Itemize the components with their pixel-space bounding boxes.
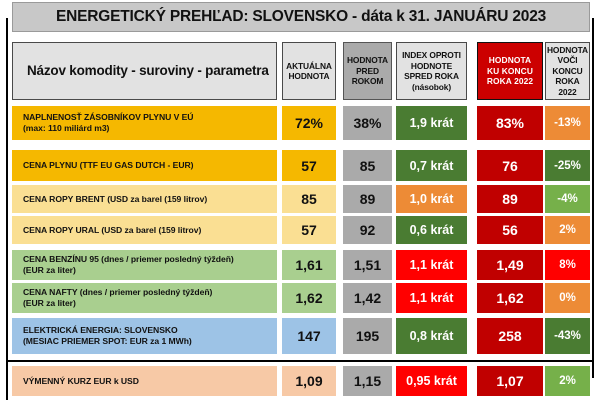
column-header-index-line2: HODNOTE	[410, 60, 453, 71]
page-title-text: ENERGETICKÝ PREHĽAD: SLOVENSKO - dáta k …	[55, 8, 547, 25]
cell-vs-end2022-value: -4%	[545, 185, 590, 213]
cell-vs-end2022-value: 2%	[545, 216, 590, 244]
column-header-name-text: Názov komodity - suroviny - parametra	[27, 63, 269, 78]
cell-end2022-value: 76	[477, 150, 543, 181]
cell-year-ago-value: 92	[343, 216, 392, 244]
column-header-year-ago-line2: PRED	[356, 65, 379, 76]
column-header-name: Názov komodity - suroviny - parametra	[12, 42, 277, 100]
cell-vs-end2022-value: -43%	[545, 318, 590, 354]
cell-current-value: 72%	[282, 106, 336, 140]
cell-index-value: 0,6 krát	[396, 216, 467, 244]
column-header-vs-end2022-line1: AKTUÁLNA	[546, 43, 589, 45]
column-header-end2022-line3: ROKA 2022	[486, 76, 534, 87]
row-label-line2: (MESIAC PRIEMER SPOT: EUR za 1 MWh)	[23, 336, 192, 346]
cell-index-value: 1,0 krát	[396, 185, 467, 213]
row-label-line2: (EUR za liter)	[23, 265, 76, 275]
row-label-line1: CENA NAFTY (dnes / priemer posledný týžd…	[23, 287, 213, 297]
column-header-current: AKTUÁLNA HODNOTA	[282, 42, 336, 100]
cell-year-ago-value: 1,51	[343, 250, 392, 280]
page-title: ENERGETICKÝ PREHĽAD: SLOVENSKO - dáta k …	[12, 2, 590, 32]
cell-year-ago-value: 1,42	[343, 283, 392, 313]
cell-vs-end2022-value: 2%	[545, 366, 590, 396]
row-label-cell: CENA BENZÍNU 95 (dnes / priemer posledný…	[12, 250, 277, 280]
column-header-year-ago-line1: HODNOTA	[346, 55, 388, 66]
cell-year-ago-value: 38%	[343, 106, 392, 140]
column-header-index-line1: INDEX OPROTI	[402, 50, 461, 60]
cell-end2022-value: 258	[477, 318, 543, 354]
cell-vs-end2022-value: 0%	[545, 283, 590, 313]
frame-bottom-divider	[6, 360, 594, 362]
cell-end2022-value: 1,49	[477, 250, 543, 280]
cell-current-value: 57	[282, 150, 336, 181]
column-header-current-line2: HODNOTA	[288, 71, 330, 81]
cell-end2022-value: 83%	[477, 106, 543, 140]
row-label-cell: CENA NAFTY (dnes / priemer posledný týžd…	[12, 283, 277, 313]
column-header-index-line4: (násobok)	[411, 81, 452, 92]
column-header-end2022-line1: HODNOTA	[488, 55, 532, 66]
cell-year-ago-value: 89	[343, 185, 392, 213]
column-header-index: INDEX OPROTI HODNOTE SPRED ROKA (násobok…	[396, 42, 467, 100]
cell-current-value: 1,61	[282, 250, 336, 280]
row-label-cell: NAPLNENOSŤ ZÁSOBNÍKOV PLYNU V EÚ (max: 11…	[12, 106, 277, 140]
column-header-end2022: HODNOTA KU KONCU ROKA 2022	[477, 42, 543, 100]
column-header-vs-end2022-line2: HODNOTA	[546, 44, 588, 55]
cell-current-value: 1,09	[282, 366, 336, 396]
cell-index-value: 0,95 krát	[396, 366, 467, 396]
column-header-vs-end2022-line5: (v %)	[558, 97, 578, 99]
cell-index-value: 1,1 krát	[396, 283, 467, 313]
cell-end2022-value: 89	[477, 185, 543, 213]
frame-right-border	[592, 18, 594, 378]
row-label-cell: ELEKTRICKÁ ENERGIA: SLOVENSKO (MESIAC PRI…	[12, 318, 277, 354]
column-header-current-line1: AKTUÁLNA	[286, 60, 332, 71]
row-label-cell: CENA PLYNU (TTF EU GAS DUTCH - EUR)	[12, 150, 277, 181]
row-label-cell: VÝMENNÝ KURZ EUR k USD	[12, 366, 277, 396]
column-header-vs-end2022-line4: ROKA 2022	[555, 76, 580, 97]
row-label-line1: CENA ROPY BRENT (USD za barel (159 litro…	[23, 193, 208, 204]
cell-current-value: 1,62	[282, 283, 336, 313]
frame-left-border	[6, 18, 8, 400]
row-label-line2: (max: 110 miliárd m3)	[23, 123, 110, 133]
column-header-year-ago-line3: ROKOM	[351, 76, 384, 87]
cell-index-value: 0,7 krát	[396, 150, 467, 181]
cell-vs-end2022-value: 8%	[545, 250, 590, 280]
cell-index-value: 0,8 krát	[396, 318, 467, 354]
cell-end2022-value: 1,07	[477, 366, 543, 396]
row-label-line1: VÝMENNÝ KURZ EUR k USD	[23, 375, 139, 386]
cell-year-ago-value: 195	[343, 318, 392, 354]
cell-current-value: 147	[282, 318, 336, 354]
row-label-cell: CENA ROPY URAL (USD za barel (159 litrov…	[12, 216, 277, 244]
column-header-index-line3: SPRED ROKA	[404, 71, 459, 81]
cell-end2022-value: 1,62	[477, 283, 543, 313]
row-label-line1: ELEKTRICKÁ ENERGIA: SLOVENSKO	[23, 325, 178, 335]
column-header-vs-end2022-line3: VOČI KONCU	[552, 55, 583, 76]
column-header-year-ago: HODNOTA PRED ROKOM	[343, 42, 392, 100]
row-label-line2: (EUR za liter)	[23, 298, 76, 308]
cell-current-value: 85	[282, 185, 336, 213]
cell-vs-end2022-value: -13%	[545, 106, 590, 140]
row-label-cell: CENA ROPY BRENT (USD za barel (159 litro…	[12, 185, 277, 213]
row-label-line1: CENA ROPY URAL (USD za barel (159 litrov…	[23, 224, 202, 235]
column-header-end2022-line2: KU KONCU	[487, 65, 533, 76]
cell-year-ago-value: 85	[343, 150, 392, 181]
cell-current-value: 57	[282, 216, 336, 244]
row-label-line1: CENA BENZÍNU 95 (dnes / priemer posledný…	[23, 254, 234, 264]
cell-index-value: 1,9 krát	[396, 106, 467, 140]
row-label-line1: NAPLNENOSŤ ZÁSOBNÍKOV PLYNU V EÚ	[23, 112, 194, 122]
cell-end2022-value: 56	[477, 216, 543, 244]
cell-year-ago-value: 1,15	[343, 366, 392, 396]
cell-index-value: 1,1 krát	[396, 250, 467, 280]
column-header-vs-end2022: AKTUÁLNA HODNOTA VOČI KONCU ROKA 2022 (v…	[545, 42, 590, 100]
row-label-line1: CENA PLYNU (TTF EU GAS DUTCH - EUR)	[23, 160, 194, 170]
cell-vs-end2022-value: -25%	[545, 150, 590, 181]
